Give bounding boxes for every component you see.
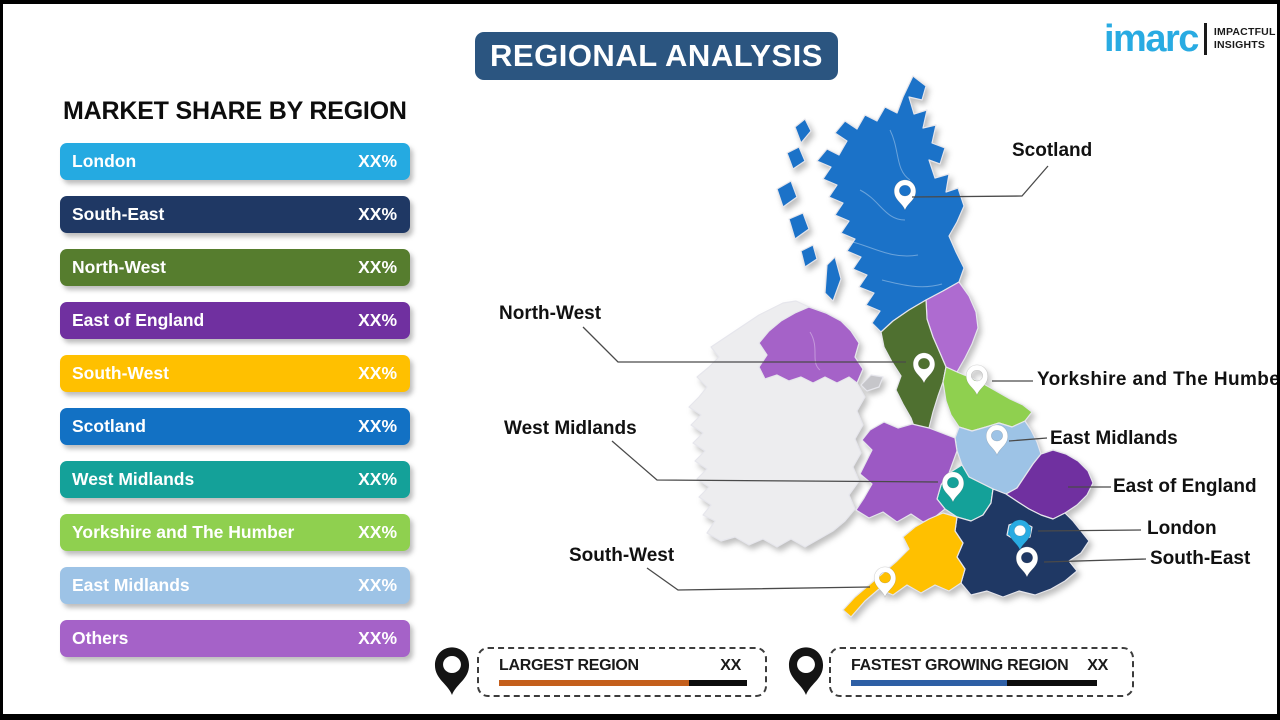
region-wales <box>855 421 958 523</box>
region-isle-of-man <box>860 374 884 392</box>
fastest-region-bar <box>851 680 1132 686</box>
map-label-scotland: Scotland <box>1012 140 1093 161</box>
largest-region-label: LARGEST REGION <box>499 657 639 674</box>
map-label-north-west: North-West <box>499 303 602 324</box>
market-share-bar: South-East XX% <box>60 196 410 233</box>
market-share-bar: South-West XX% <box>60 355 410 392</box>
fastest-region-label: FASTEST GROWING REGION <box>851 657 1069 674</box>
market-share-bar: West Midlands XX% <box>60 461 410 498</box>
fastest-region-pin-icon <box>788 647 824 695</box>
fastest-growing-region-box: FASTEST GROWING REGION XX <box>829 647 1134 697</box>
market-share-bar: Scotland XX% <box>60 408 410 445</box>
market-share-list: London XX% South-East XX% North-West XX%… <box>60 143 410 673</box>
scotland-islands <box>776 118 842 302</box>
market-share-bar-label: North-West <box>72 257 166 277</box>
market-share-bar-label: London <box>72 151 137 171</box>
market-share-bar-label: Yorkshire and The Humber <box>72 522 295 542</box>
largest-region-box: LARGEST REGION XX <box>477 647 767 697</box>
market-share-bar-value: XX% <box>358 257 397 277</box>
market-share-bar-label: South-East <box>72 204 165 224</box>
largest-region-pin-icon <box>434 647 470 695</box>
page-title: REGIONAL ANALYSIS <box>475 32 838 80</box>
market-share-bar-value: XX% <box>358 416 397 436</box>
market-share-bar: London XX% <box>60 143 410 180</box>
market-share-bar-value: XX% <box>358 204 397 224</box>
largest-region-value: XX <box>720 657 741 674</box>
map-label-east-of-england: East of England <box>1113 476 1257 497</box>
map-label-london: London <box>1147 518 1217 539</box>
fastest-region-value: XX <box>1087 657 1108 674</box>
imarc-logo-text: imarc <box>1104 18 1199 60</box>
market-share-bar-value: XX% <box>358 469 397 489</box>
imarc-logo: imarc IMPACTFUL INSIGHTS <box>1104 20 1276 58</box>
market-share-bar: Yorkshire and The Humber XX% <box>60 514 410 551</box>
market-share-heading: MARKET SHARE BY REGION <box>63 97 407 125</box>
map-label-south-west: South-West <box>569 545 675 566</box>
market-share-bar-value: XX% <box>358 522 397 542</box>
largest-region-bar <box>499 680 765 686</box>
market-share-bar-label: Others <box>72 628 129 648</box>
logo-tagline: IMPACTFUL INSIGHTS <box>1214 26 1276 51</box>
map-label-south-east: South-East <box>1150 548 1251 569</box>
logo-tagline-line2: INSIGHTS <box>1213 39 1266 51</box>
market-share-bar-value: XX% <box>358 310 397 330</box>
market-share-bar: East of England XX% <box>60 302 410 339</box>
region-south-west <box>842 512 966 618</box>
market-share-bar-value: XX% <box>358 575 397 595</box>
map-label-east-midlands: East Midlands <box>1050 428 1178 449</box>
logo-divider <box>1203 23 1207 55</box>
market-share-bar-label: East Midlands <box>72 575 190 595</box>
market-share-bar-value: XX% <box>358 363 397 383</box>
logo-tagline-line1: IMPACTFUL <box>1213 26 1276 39</box>
map-pins <box>873 179 1039 598</box>
market-share-bar: East Midlands XX% <box>60 567 410 604</box>
market-share-bar-label: South-West <box>72 363 169 383</box>
region-scotland <box>816 75 965 333</box>
market-share-bar-value: XX% <box>358 151 397 171</box>
market-share-bar: North-West XX% <box>60 249 410 286</box>
market-share-bar-label: Scotland <box>72 416 146 436</box>
map-label-west-midlands: West Midlands <box>504 418 637 439</box>
map-label-yorkshire: Yorkshire and The Humber <box>1037 369 1280 390</box>
market-share-bar-label: East of England <box>72 310 205 330</box>
market-share-bar-value: XX% <box>358 628 397 648</box>
market-share-bar-label: West Midlands <box>72 469 195 489</box>
market-share-bar: Others XX% <box>60 620 410 657</box>
